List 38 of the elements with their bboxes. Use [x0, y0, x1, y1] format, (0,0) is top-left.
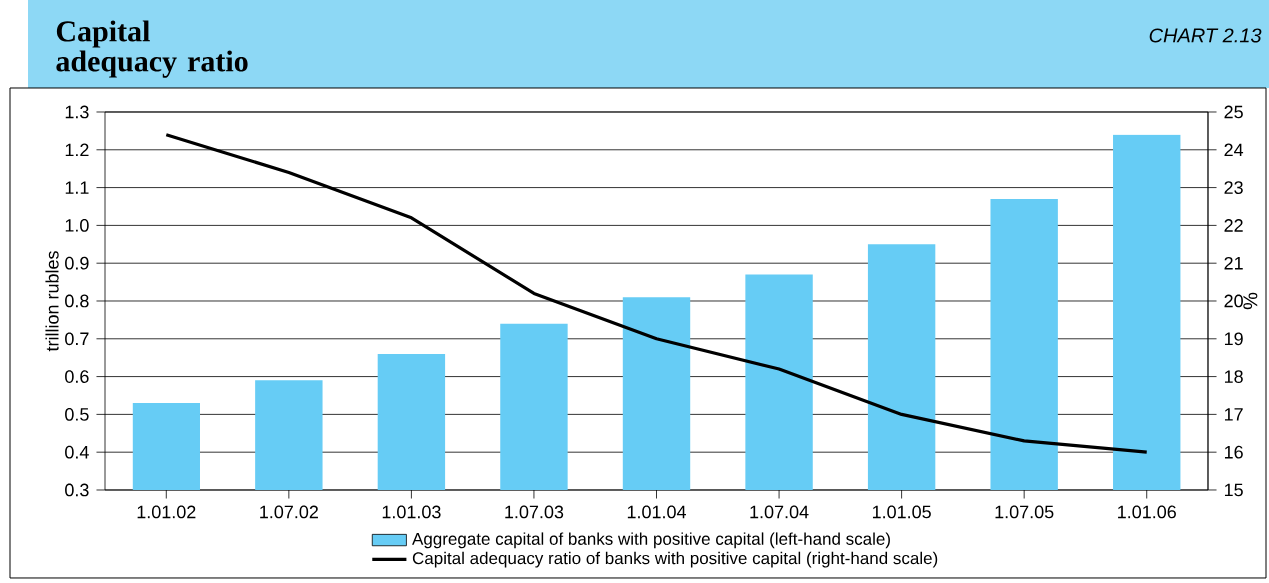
- y2-tick-label: 15: [1224, 483, 1243, 497]
- x-tick-label: 1.01.02: [137, 505, 196, 519]
- y-tick-label: 0.9: [65, 256, 89, 270]
- caption: CHART 2.13: [1149, 28, 1262, 43]
- chart-title: Capital adequacy ratio: [56, 20, 248, 78]
- y2-tick-label: 21: [1224, 256, 1243, 270]
- y2-tick-label: 24: [1224, 143, 1244, 157]
- x-tick-label: 1.01.03: [382, 505, 441, 519]
- y-tick-label: 1.2: [65, 143, 89, 157]
- legend-label: Aggregate capital of banks with positive capital (left-hand scale): [412, 532, 890, 549]
- x-tick-label: 1.01.05: [872, 505, 931, 519]
- x-tick-label: 1.01.06: [1118, 505, 1176, 519]
- y-tick-label: 0.5: [65, 408, 89, 421]
- y-tick-label: 0.7: [65, 332, 89, 346]
- x-tick-label: 1.01.04: [627, 505, 686, 519]
- y2-tick-label: 19: [1224, 332, 1243, 346]
- y2-tick-label: 25: [1224, 105, 1243, 119]
- y2-tick-label: 16: [1224, 445, 1243, 459]
- y-tick-label: 0.8: [65, 294, 89, 308]
- x-tick-label: 1.07.03: [505, 505, 564, 519]
- y2-tick-label: 17: [1224, 408, 1243, 421]
- x-tick-label: 1.07.02: [260, 505, 318, 519]
- y2-tick-label: 20: [1224, 294, 1243, 308]
- legend-label: Capital adequacy ratio of banks with positive capital (right-hand scale): [412, 551, 938, 568]
- y-tick-label: 1.1: [65, 181, 89, 194]
- y2-tick-label: 23: [1224, 181, 1243, 194]
- y-axis-title: trillion rubles: [45, 251, 59, 352]
- line-series: [164, 133, 1149, 454]
- y2-tick-label: 18: [1224, 370, 1243, 383]
- y2-axis-title: %: [1243, 292, 1258, 310]
- y-tick-label: 0.3: [65, 483, 89, 497]
- y2-tick-label: 22: [1224, 219, 1243, 232]
- y-tick-label: 0.6: [65, 370, 89, 383]
- x-tick-label: 1.07.04: [750, 505, 809, 519]
- x-tick-label: 1.07.05: [995, 505, 1054, 519]
- y-tick-label: 0.4: [65, 445, 89, 459]
- y-tick-label: 1.3: [65, 105, 89, 119]
- y-tick-label: 1.0: [65, 219, 89, 232]
